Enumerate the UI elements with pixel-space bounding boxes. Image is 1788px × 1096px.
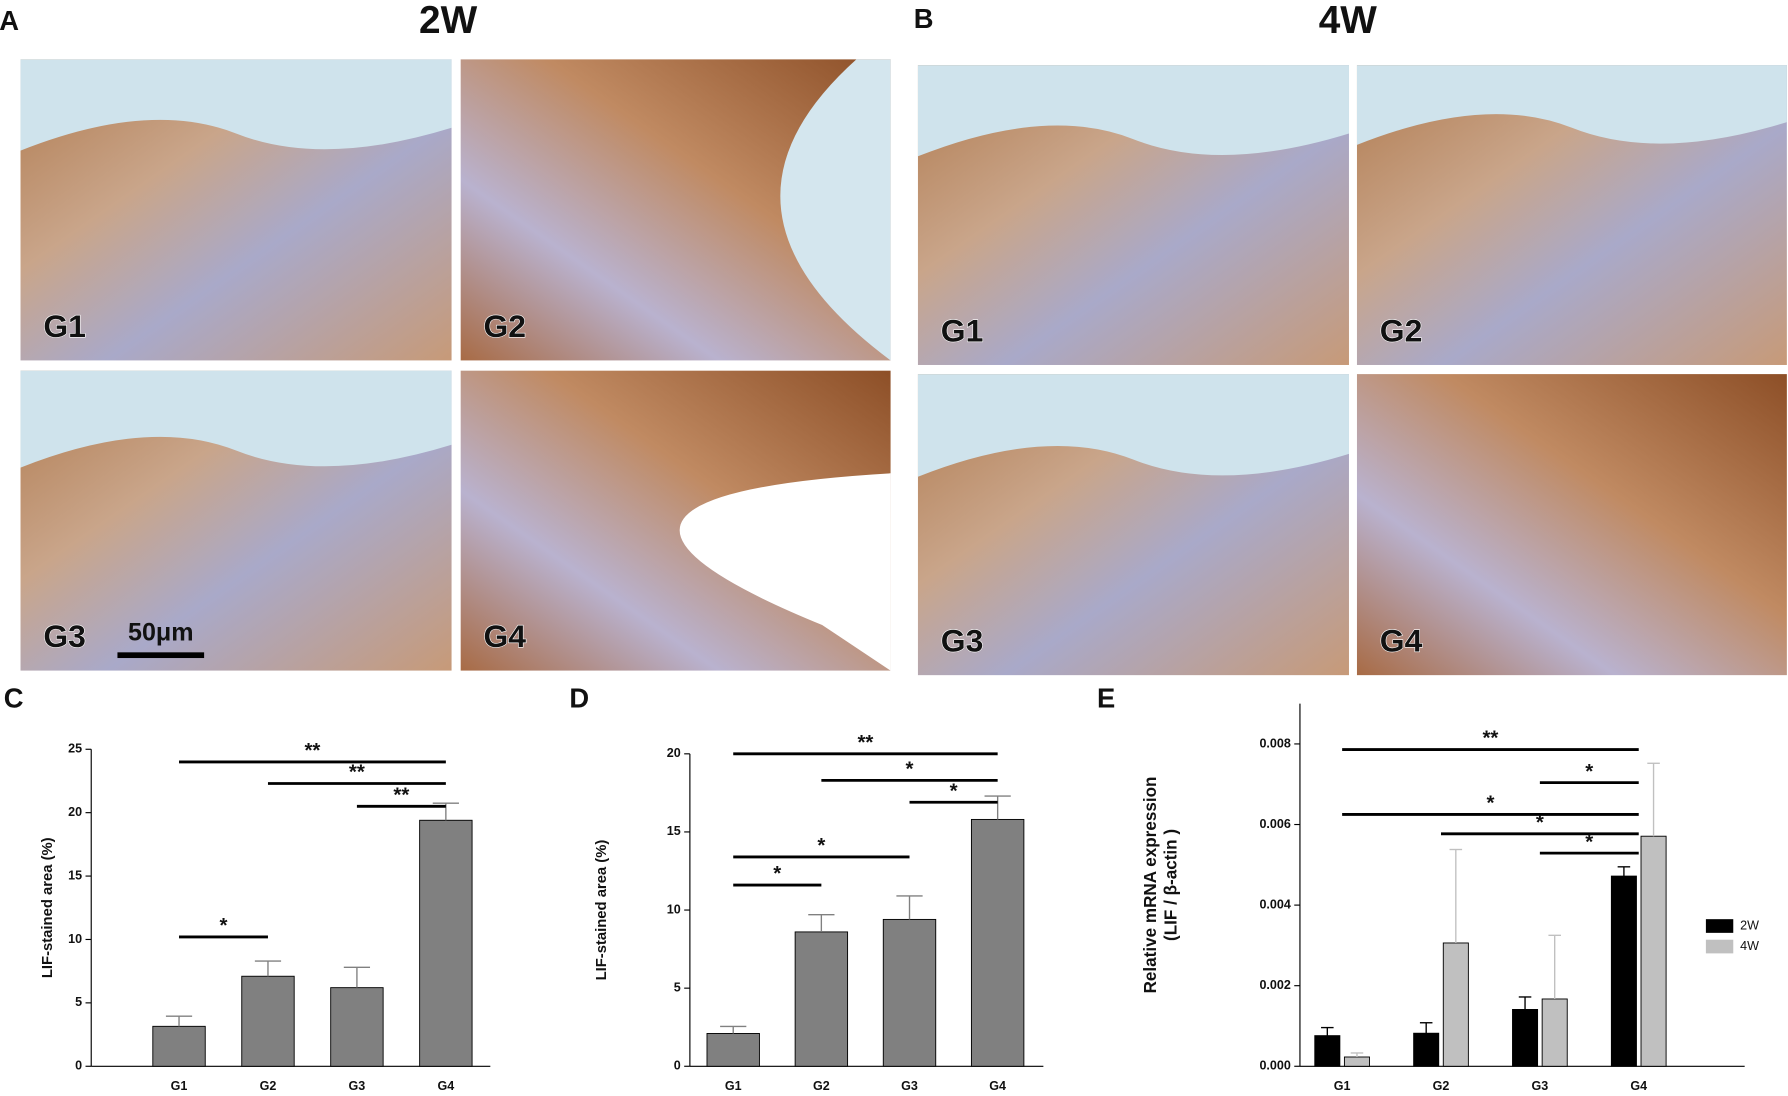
significance-label: * (906, 758, 914, 781)
significance-label: * (773, 862, 781, 885)
tile-label: G3 (43, 618, 86, 654)
bar (1512, 1009, 1539, 1067)
x-tick-label: G4 (989, 1079, 1006, 1093)
y-axis-label: Relative mRNA expression (1141, 776, 1160, 993)
x-tick-label: G1 (171, 1079, 188, 1093)
y-tick-label: 25 (68, 742, 82, 756)
significance-label: ** (349, 761, 365, 784)
significance-label: * (1585, 760, 1593, 783)
significance-label: ** (393, 783, 409, 806)
significance-label: ** (1482, 727, 1498, 750)
lumen (20, 59, 452, 151)
tile-label: G4 (1380, 623, 1423, 659)
tile-label: G2 (483, 308, 526, 344)
bar (1314, 1035, 1341, 1067)
y-axis-label: (LIF / β-actin ) (1162, 829, 1181, 941)
y-axis-label: LIF-stained area (%) (594, 840, 610, 981)
lumen (917, 65, 1349, 157)
y-tick-label: 15 (68, 868, 82, 882)
bar (330, 987, 384, 1067)
y-tick-label: 20 (667, 746, 681, 760)
panel-letter: B (914, 3, 934, 34)
panel-letter: C (4, 682, 24, 713)
significance-label: * (1536, 811, 1544, 834)
legend-label: 4W (1740, 939, 1759, 953)
y-tick-label: 0.006 (1259, 817, 1290, 831)
bar (970, 818, 1025, 1067)
bar (1343, 1056, 1370, 1067)
y-tick-label: 0.004 (1259, 897, 1290, 911)
lumen (780, 59, 891, 361)
significance-label: * (1486, 792, 1494, 815)
tile-label: G2 (1380, 312, 1423, 348)
tile-label: G3 (941, 623, 984, 659)
tile-label: G4 (483, 618, 526, 654)
significance-label: * (1585, 830, 1593, 853)
scale-bar (117, 652, 205, 659)
x-tick-label: G3 (1532, 1079, 1549, 1093)
y-tick-label: 5 (674, 980, 681, 994)
y-tick-label: 0 (75, 1059, 82, 1073)
bar (882, 918, 937, 1067)
scale-bar-label: 50μm (128, 619, 194, 647)
x-tick-label: G2 (1433, 1079, 1450, 1093)
bar (1610, 875, 1637, 1067)
bar (794, 931, 849, 1067)
legend-label: 2W (1740, 918, 1759, 932)
bar (419, 819, 473, 1067)
legend-swatch (1705, 919, 1734, 933)
y-tick-label: 0 (674, 1059, 681, 1073)
bar (241, 975, 295, 1067)
panel-title: 4W (1319, 0, 1378, 42)
bar (1442, 942, 1469, 1067)
x-tick-label: G4 (1630, 1079, 1647, 1093)
y-tick-label: 5 (75, 995, 82, 1009)
lumen (917, 374, 1349, 477)
lumen (1356, 65, 1787, 145)
significance-label: * (220, 914, 228, 937)
y-tick-label: 20 (68, 805, 82, 819)
panel-title: 2W (419, 0, 478, 42)
y-tick-label: 0.002 (1259, 978, 1290, 992)
x-tick-label: G2 (813, 1079, 830, 1093)
x-tick-label: G1 (1334, 1079, 1351, 1093)
y-tick-label: 0.008 (1259, 736, 1290, 750)
significance-label: * (817, 834, 825, 857)
tile-label: G1 (43, 308, 86, 344)
lumen (20, 370, 452, 468)
significance-label: * (950, 779, 958, 802)
panel-letter: E (1097, 682, 1115, 713)
bar (706, 1033, 760, 1067)
y-tick-label: 0.000 (1259, 1059, 1290, 1073)
panel-letter: A (0, 5, 19, 36)
x-tick-label: G1 (725, 1079, 742, 1093)
y-tick-label: 10 (68, 932, 82, 946)
significance-label: ** (304, 739, 320, 762)
legend-swatch (1705, 939, 1734, 954)
bar (152, 1025, 206, 1067)
panel-letter: D (569, 682, 589, 713)
y-tick-label: 15 (667, 824, 681, 838)
y-axis-label: LIF-stained area (%) (40, 837, 56, 978)
bar (1541, 998, 1568, 1067)
y-tick-label: 10 (667, 902, 681, 916)
x-tick-label: G3 (901, 1079, 918, 1093)
bar (1413, 1032, 1440, 1067)
micrograph (1356, 374, 1787, 676)
significance-label: ** (857, 731, 873, 754)
x-tick-label: G2 (260, 1079, 277, 1093)
lumen (679, 473, 891, 671)
x-tick-label: G4 (438, 1079, 455, 1093)
x-tick-label: G3 (349, 1079, 366, 1093)
bar (1640, 835, 1667, 1067)
tile-label: G1 (941, 312, 984, 348)
